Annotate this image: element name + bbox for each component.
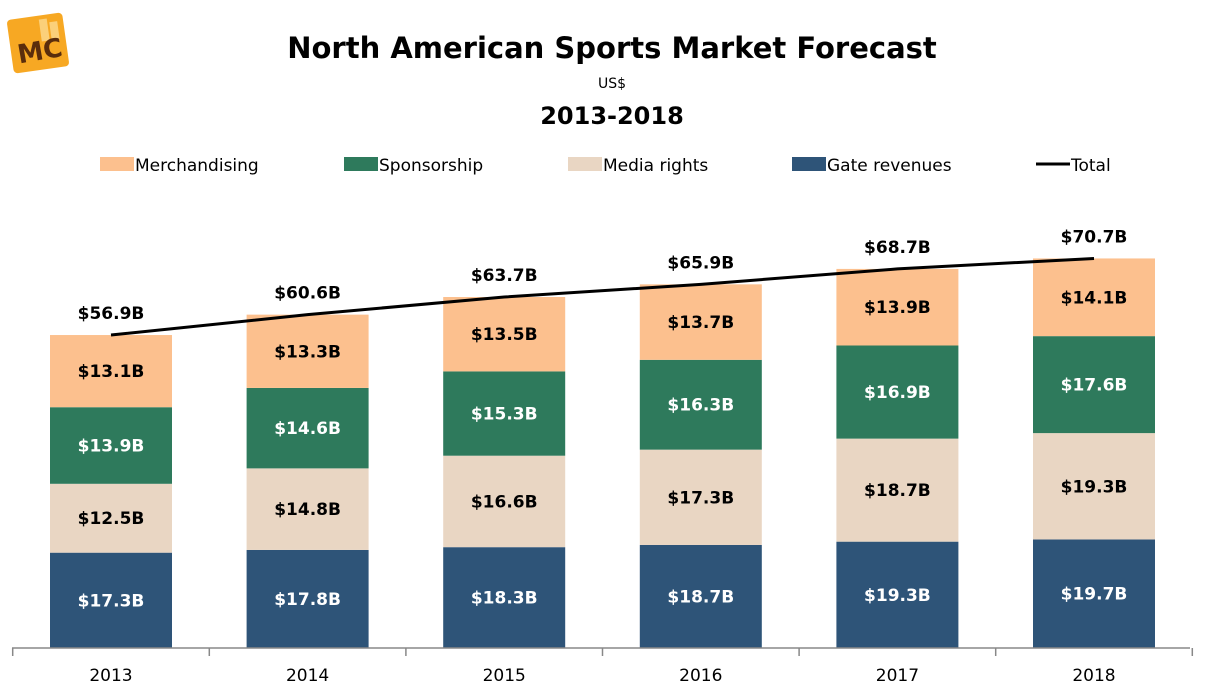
total-label-2016: $65.9B bbox=[667, 253, 734, 273]
bar-gate-revenues-2013 bbox=[50, 552, 172, 648]
x-tick-label-2014: 2014 bbox=[286, 666, 329, 686]
total-line-group: $56.9B $60.6B $63.7B $65.9B $68.7B $70.7B bbox=[78, 227, 1128, 337]
data-label-media-rights-2018: $19.3B bbox=[1061, 477, 1128, 497]
total-label-2015: $63.7B bbox=[471, 266, 538, 286]
bar-media-rights-2015 bbox=[443, 455, 566, 548]
data-label-gate-revenues-2015: $18.3B bbox=[471, 589, 538, 609]
bar-sponsorship-2018 bbox=[1033, 336, 1155, 434]
bar-sponsorship-2015 bbox=[443, 371, 566, 456]
total-label-2013: $56.9B bbox=[78, 304, 145, 324]
legend-swatch-gate-revenues bbox=[792, 157, 826, 171]
legend-swatch-sponsorship bbox=[344, 157, 378, 171]
bar-gate-revenues-2014 bbox=[246, 549, 369, 648]
data-label-sponsorship-2014: $14.6B bbox=[274, 419, 341, 439]
total-line bbox=[110, 256, 1095, 337]
bar-media-rights-2017 bbox=[836, 438, 959, 542]
bar-media-rights-2013 bbox=[50, 483, 172, 553]
chart-title: North American Sports Market Forecast bbox=[287, 31, 937, 65]
bar-merchandising-2015 bbox=[443, 297, 566, 372]
legend-label-merchandising: Merchandising bbox=[135, 156, 259, 176]
bar-sponsorship-2014 bbox=[246, 387, 369, 469]
data-label-sponsorship-2018: $17.6B bbox=[1061, 376, 1128, 396]
x-axis: 2013 2014 2015 2016 2017 2018 bbox=[11, 647, 1194, 686]
data-label-merchandising-2015: $13.5B bbox=[471, 325, 538, 345]
x-tick-label-2013: 2013 bbox=[89, 666, 132, 686]
mc-logo: MC bbox=[4, 10, 70, 74]
bar-media-rights-2014 bbox=[246, 468, 369, 550]
data-label-sponsorship-2015: $15.3B bbox=[471, 405, 538, 425]
bar-gate-revenues-2016 bbox=[639, 544, 762, 648]
data-label-merchandising-2016: $13.7B bbox=[667, 313, 734, 333]
chart-subtitle: US$ bbox=[598, 76, 626, 92]
data-label-media-rights-2013: $12.5B bbox=[78, 509, 145, 529]
legend-swatch-merchandising bbox=[100, 157, 134, 171]
chart-period: 2013-2018 bbox=[540, 102, 684, 130]
data-label-sponsorship-2017: $16.9B bbox=[864, 383, 931, 403]
x-tick-label-2016: 2016 bbox=[679, 666, 722, 686]
data-label-media-rights-2015: $16.6B bbox=[471, 492, 538, 512]
legend-label-gate-revenues: Gate revenues bbox=[827, 156, 952, 176]
data-label-gate-revenues-2018: $19.7B bbox=[1061, 585, 1128, 605]
legend-label-sponsorship: Sponsorship bbox=[379, 156, 483, 176]
x-tick-label-2018: 2018 bbox=[1072, 666, 1115, 686]
x-tick-label-2017: 2017 bbox=[876, 666, 919, 686]
x-tick-label-2015: 2015 bbox=[483, 666, 526, 686]
bars-group: $17.3B $12.5B $13.9B $13.1B $17.8B $14.8B $14.… bbox=[50, 258, 1155, 648]
legend-label-media-rights: Media rights bbox=[603, 156, 708, 176]
bar-merchandising-2016 bbox=[639, 284, 762, 360]
data-label-media-rights-2014: $14.8B bbox=[274, 500, 341, 520]
bar-media-rights-2018 bbox=[1033, 433, 1155, 540]
total-label-2018: $70.7B bbox=[1061, 227, 1128, 247]
bar-merchandising-2014 bbox=[246, 314, 369, 388]
data-label-media-rights-2016: $17.3B bbox=[667, 488, 734, 508]
data-label-merchandising-2013: $13.1B bbox=[78, 362, 145, 382]
bar-merchandising-2017 bbox=[836, 268, 959, 346]
data-label-sponsorship-2016: $16.3B bbox=[667, 396, 734, 416]
bar-gate-revenues-2018 bbox=[1033, 539, 1155, 648]
data-label-gate-revenues-2014: $17.8B bbox=[274, 590, 341, 610]
data-label-gate-revenues-2017: $19.3B bbox=[864, 586, 931, 606]
bar-merchandising-2018 bbox=[1033, 258, 1155, 337]
bar-sponsorship-2017 bbox=[836, 345, 959, 439]
bar-gate-revenues-2017 bbox=[836, 541, 959, 648]
data-label-gate-revenues-2016: $18.7B bbox=[667, 587, 734, 607]
bar-sponsorship-2016 bbox=[639, 359, 762, 450]
bar-gate-revenues-2015 bbox=[443, 547, 566, 648]
data-label-gate-revenues-2013: $17.3B bbox=[78, 591, 145, 611]
bar-sponsorship-2013 bbox=[50, 407, 172, 484]
data-label-merchandising-2014: $13.3B bbox=[274, 342, 341, 362]
data-label-merchandising-2018: $14.1B bbox=[1061, 288, 1128, 308]
legend-label-total: Total bbox=[1070, 156, 1111, 176]
legend: Merchandising Sponsorship Media rights Gate… bbox=[100, 156, 1111, 176]
bar-media-rights-2016 bbox=[639, 449, 762, 545]
data-label-media-rights-2017: $18.7B bbox=[864, 481, 931, 501]
data-label-sponsorship-2013: $13.9B bbox=[78, 437, 145, 457]
legend-swatch-media-rights bbox=[568, 157, 602, 171]
bar-merchandising-2013 bbox=[50, 335, 172, 408]
total-label-2014: $60.6B bbox=[274, 284, 341, 304]
data-label-merchandising-2017: $13.9B bbox=[864, 298, 931, 318]
total-label-2017: $68.7B bbox=[864, 238, 931, 258]
